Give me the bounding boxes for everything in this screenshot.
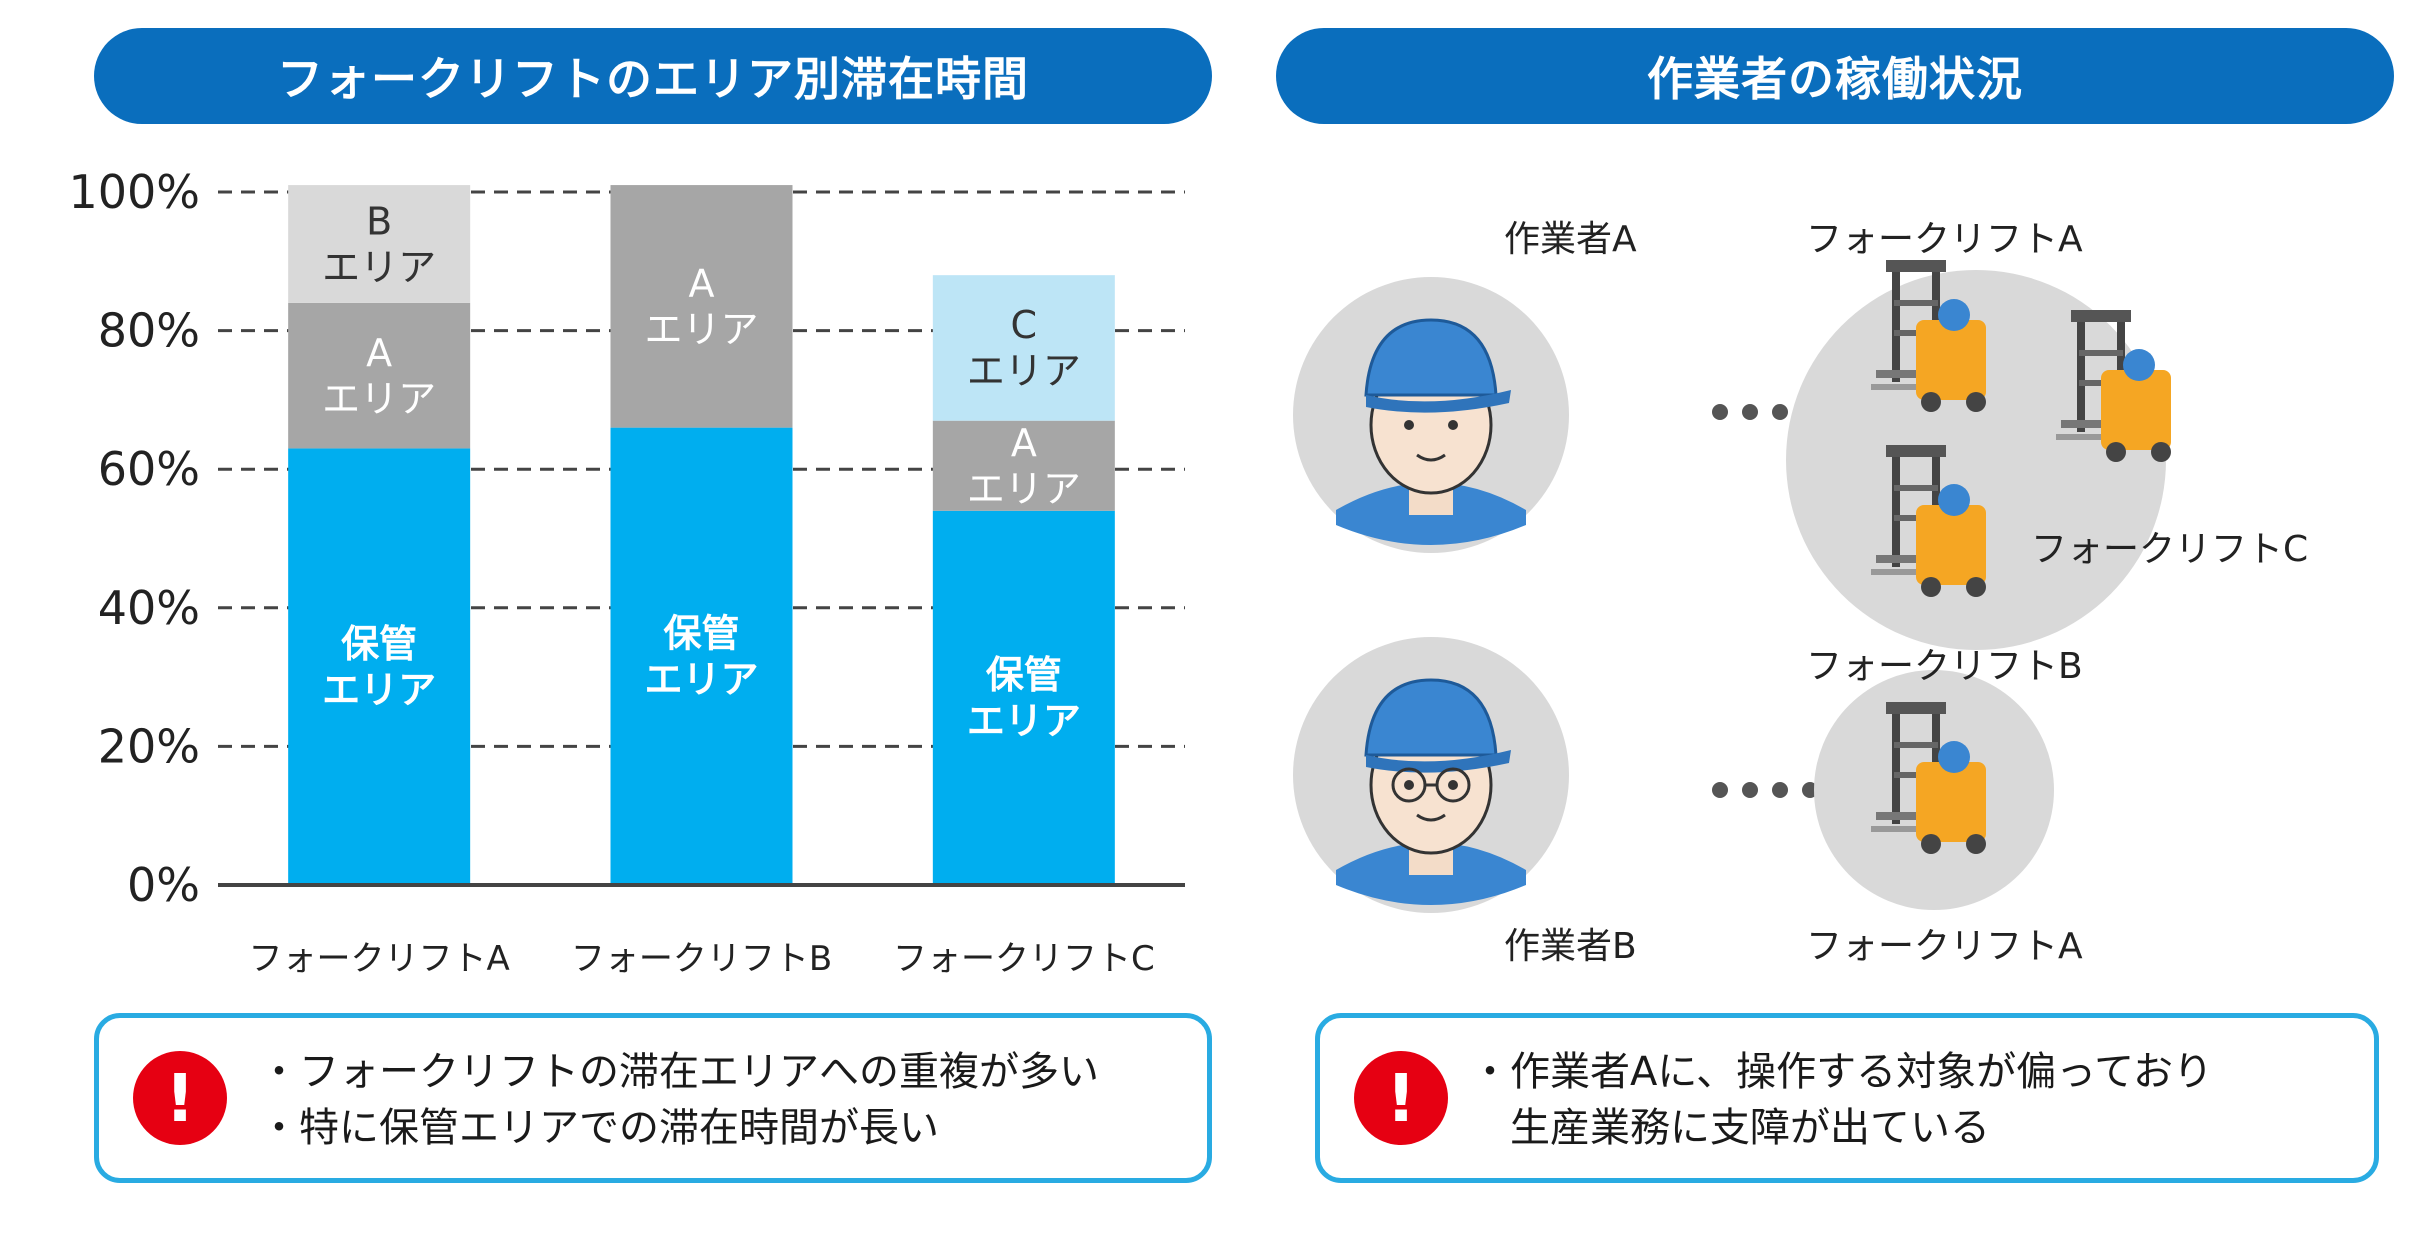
left-note-line-2: ・特に保管エリアでの滞在時間が長い [259, 1105, 939, 1151]
segment-label: A [1011, 421, 1037, 465]
segment-label: エリア [967, 349, 1081, 393]
left-section-title: フォークリフトのエリア別滞在時間 [94, 28, 1212, 124]
segment-label: エリア [322, 377, 436, 421]
exclamation-icon: ! [133, 1051, 227, 1145]
segment-label: エリア [322, 668, 436, 712]
bar-segment [288, 448, 471, 885]
left-alert-box: ! ・フォークリフトの滞在エリアへの重複が多い ・特に保管エリアでの滞在時間が長… [94, 1013, 1212, 1183]
bar-segment [610, 427, 793, 885]
segment-label: A [366, 331, 392, 375]
y-tick-label: 100% [68, 165, 200, 219]
x-category-label: フォークリフトC [893, 939, 1155, 979]
segment-label: 保管 [663, 612, 739, 656]
forklift-c-label: フォークリフトC [2031, 529, 2309, 570]
segment-label: エリア [644, 308, 758, 352]
segment-label: B [366, 199, 392, 243]
worker-diagram-graphics [1291, 260, 2171, 915]
worker-diagram: 作業者A フォークリフトA フォークリフトC フォークリフトB 作業者B フォー… [1276, 140, 2394, 1000]
worker-a-label: 作業者A [1504, 219, 1637, 260]
right-title-text: 作業者の稼働状況 [1647, 52, 2023, 106]
segment-label: 保管 [986, 653, 1062, 697]
right-note-text: ・作業者Aに、操作する対象が偏っており 生産業務に支障が出ている [1470, 1044, 2213, 1156]
right-section-title: 作業者の稼働状況 [1276, 28, 2394, 124]
exclamation-icon: ! [1354, 1051, 1448, 1145]
segment-label: エリア [644, 658, 758, 702]
segment-label: 保管 [341, 622, 417, 666]
bar-segment [932, 510, 1115, 885]
right-note-line-1: ・作業者Aに、操作する対象が偏っており [1470, 1049, 2213, 1095]
dots-connector-b [1712, 782, 1818, 798]
y-tick-label: 40% [98, 581, 200, 635]
segment-label: A [689, 262, 715, 306]
forklift-a-bottom-label: フォークリフトA [1806, 926, 2083, 967]
segment-label: C [1011, 303, 1038, 347]
forklift-b-label: フォークリフトB [1806, 646, 2083, 687]
bar-segment [932, 420, 1115, 511]
y-tick-label: 0% [127, 858, 200, 912]
worker-b-label: 作業者B [1504, 926, 1637, 967]
bar-segment [610, 185, 793, 428]
worker-a-avatar [1291, 275, 1571, 555]
bar-segment [288, 185, 471, 303]
left-note-line-1: ・フォークリフトの滞在エリアへの重複が多い [259, 1049, 1099, 1095]
right-note-line-2: 生産業務に支障が出ている [1470, 1105, 1990, 1151]
y-tick-label: 20% [98, 719, 200, 773]
x-category-label: フォークリフトB [571, 939, 832, 979]
left-note-text: ・フォークリフトの滞在エリアへの重複が多い ・特に保管エリアでの滞在時間が長い [259, 1044, 1099, 1156]
left-title-text: フォークリフトのエリア別滞在時間 [277, 52, 1029, 106]
bar-segment [932, 275, 1115, 421]
worker-b-avatar [1291, 635, 1571, 915]
stacked-bar-chart: 0%20%40%60%80%100%保管エリアAエリアBエリアフォークリフトA保… [68, 165, 1185, 979]
right-alert-box: ! ・作業者Aに、操作する対象が偏っており 生産業務に支障が出ている [1315, 1013, 2379, 1183]
x-category-label: フォークリフトA [249, 939, 510, 979]
segment-label: エリア [967, 467, 1081, 511]
segment-label: エリア [322, 245, 436, 289]
bar-segment [288, 302, 471, 449]
forklift-a-label: フォークリフトA [1806, 219, 2083, 260]
y-tick-label: 60% [98, 442, 200, 496]
y-tick-label: 80% [98, 304, 200, 358]
segment-label: エリア [967, 699, 1081, 743]
